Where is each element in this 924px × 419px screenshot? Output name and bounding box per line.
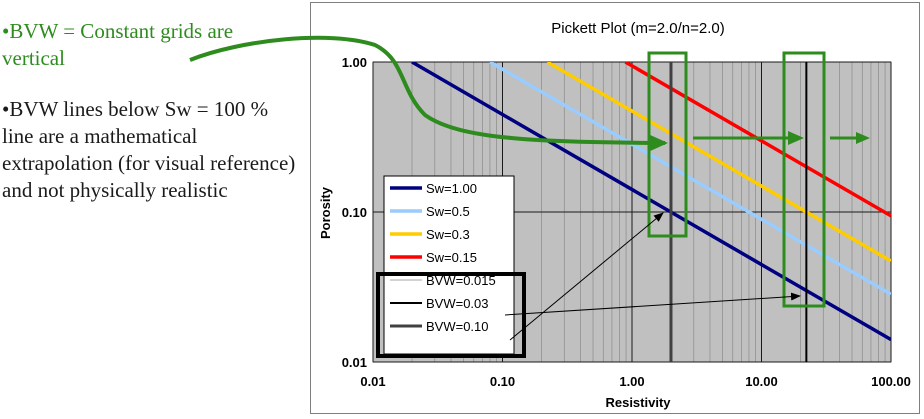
chart-svg: Pickett Plot (m=2.0/n=2.0) 0.01 0.10 1.00 1… <box>318 20 911 410</box>
y-tick-label: 1.00 <box>342 55 367 70</box>
x-tick-label: 10.00 <box>745 374 778 389</box>
x-tick-label: 1.00 <box>619 374 644 389</box>
bullet-bvw-constant: •BVW = Constant grids are vertical <box>2 19 234 70</box>
legend-entry: Sw=0.5 <box>426 204 470 219</box>
x-tick-label: 0.10 <box>490 374 515 389</box>
bullet-bvw-extrapolation: •BVW lines below Sw = 100 % line are a m… <box>2 97 296 202</box>
legend-entry: BVW=0.10 <box>426 319 489 334</box>
chart-title: Pickett Plot (m=2.0/n=2.0) <box>551 20 724 37</box>
legend-entry: BVW=0.03 <box>426 296 489 311</box>
x-tick-label: 100.00 <box>871 374 911 389</box>
y-tick-label: 0.01 <box>342 355 367 370</box>
legend-entry: Sw=1.00 <box>426 181 477 196</box>
y-axis-label: Porosity <box>318 186 333 239</box>
x-axis-label: Resistivity <box>605 395 671 410</box>
legend-entry: Sw=0.15 <box>426 250 477 265</box>
x-tick-label: 0.01 <box>360 374 385 389</box>
legend-entry: BVW=0.015 <box>426 273 496 288</box>
plot-area: 0.01 0.10 1.00 10.00 100.00 0.01 0.10 1.00 Sw=1.… <box>342 55 911 389</box>
pickett-plot-chart: Pickett Plot (m=2.0/n=2.0) 0.01 0.10 1.00 1… <box>310 2 920 414</box>
y-tick-label: 0.10 <box>342 205 367 220</box>
legend-entry: Sw=0.3 <box>426 227 470 242</box>
